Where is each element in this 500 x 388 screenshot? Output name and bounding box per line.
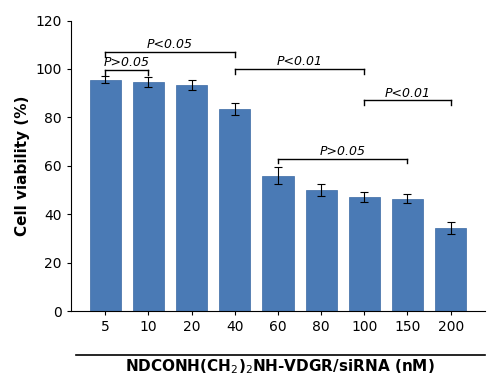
Bar (90, 80, 121, 311)
Text: P>0.05: P>0.05 (320, 145, 366, 158)
Text: P<0.05: P<0.05 (147, 38, 193, 51)
Bar (220, 109, 250, 311)
Bar (133, 82, 164, 311)
Y-axis label: Cell viability (%): Cell viability (%) (15, 96, 30, 236)
Bar (262, 175, 294, 311)
Bar (306, 190, 336, 311)
Bar (176, 85, 207, 311)
Bar (435, 228, 466, 311)
Text: P<0.01: P<0.01 (384, 87, 430, 100)
Bar (392, 199, 423, 311)
Text: P>0.05: P>0.05 (104, 56, 150, 69)
Text: P<0.01: P<0.01 (276, 55, 322, 68)
Bar (349, 197, 380, 311)
Text: NDCONH(CH$_2$)$_2$NH-VDGR/siRNA (nM): NDCONH(CH$_2$)$_2$NH-VDGR/siRNA (nM) (125, 357, 435, 376)
